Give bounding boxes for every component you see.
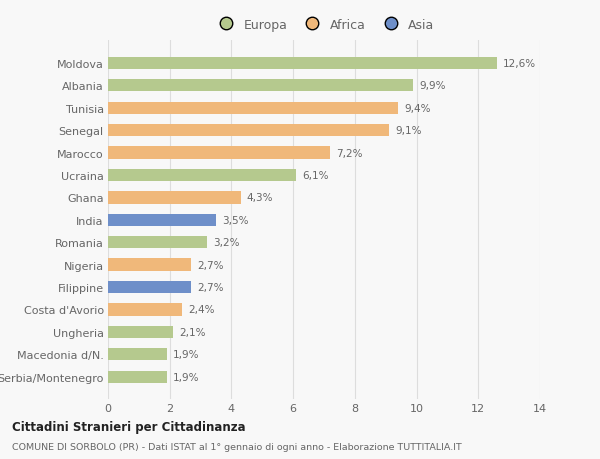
Bar <box>108 102 398 115</box>
Bar <box>108 125 389 137</box>
Text: 2,1%: 2,1% <box>179 327 205 337</box>
Text: 7,2%: 7,2% <box>337 148 363 158</box>
Bar <box>108 348 167 361</box>
Bar <box>108 259 191 271</box>
Text: 3,2%: 3,2% <box>213 238 239 248</box>
Bar <box>108 214 216 226</box>
Text: 12,6%: 12,6% <box>503 59 536 69</box>
Legend: Europa, Africa, Asia: Europa, Africa, Asia <box>214 18 434 32</box>
Bar <box>108 371 167 383</box>
Bar <box>108 281 191 294</box>
Bar <box>108 192 241 204</box>
Text: 2,4%: 2,4% <box>188 305 215 315</box>
Text: 9,1%: 9,1% <box>395 126 421 136</box>
Bar <box>108 169 296 182</box>
Text: COMUNE DI SORBOLO (PR) - Dati ISTAT al 1° gennaio di ogni anno - Elaborazione TU: COMUNE DI SORBOLO (PR) - Dati ISTAT al 1… <box>12 442 462 451</box>
Text: 1,9%: 1,9% <box>173 372 199 382</box>
Text: 9,4%: 9,4% <box>404 103 431 113</box>
Text: 1,9%: 1,9% <box>173 350 199 359</box>
Text: 4,3%: 4,3% <box>247 193 274 203</box>
Text: 2,7%: 2,7% <box>197 260 224 270</box>
Bar <box>108 57 497 70</box>
Bar <box>108 147 330 159</box>
Bar <box>108 304 182 316</box>
Bar <box>108 80 413 92</box>
Text: Cittadini Stranieri per Cittadinanza: Cittadini Stranieri per Cittadinanza <box>12 420 245 433</box>
Text: 3,5%: 3,5% <box>222 215 248 225</box>
Text: 6,1%: 6,1% <box>302 171 329 180</box>
Text: 9,9%: 9,9% <box>419 81 446 91</box>
Bar <box>108 326 173 338</box>
Text: 2,7%: 2,7% <box>197 282 224 292</box>
Bar <box>108 236 207 249</box>
